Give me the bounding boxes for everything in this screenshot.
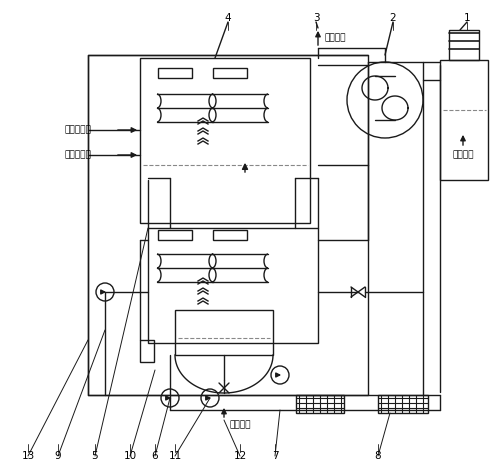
Bar xyxy=(158,68,192,78)
Text: 12: 12 xyxy=(234,451,247,461)
Text: 9: 9 xyxy=(55,451,61,461)
Bar xyxy=(88,55,368,395)
Bar xyxy=(296,395,344,413)
Bar xyxy=(440,60,488,180)
Bar xyxy=(175,310,273,355)
Text: 温水出口: 温水出口 xyxy=(324,33,346,42)
Text: 2: 2 xyxy=(390,13,396,23)
Bar xyxy=(140,340,154,362)
Bar xyxy=(449,30,479,60)
Text: 10: 10 xyxy=(123,451,137,461)
Bar xyxy=(140,58,310,223)
Text: 13: 13 xyxy=(21,451,34,461)
Text: 4: 4 xyxy=(225,13,232,23)
Bar xyxy=(213,68,247,78)
Text: 8: 8 xyxy=(375,451,381,461)
Text: 6: 6 xyxy=(152,451,158,461)
Text: 3: 3 xyxy=(313,13,319,23)
Bar xyxy=(378,395,428,413)
Bar xyxy=(213,230,247,240)
Text: 11: 11 xyxy=(168,451,182,461)
Bar xyxy=(148,228,318,343)
Text: 5: 5 xyxy=(92,451,98,461)
Text: 1: 1 xyxy=(464,13,471,23)
Text: 余热入口: 余热入口 xyxy=(229,421,251,430)
Text: 热源水出口: 热源水出口 xyxy=(64,125,91,135)
Text: 7: 7 xyxy=(271,451,278,461)
Bar xyxy=(158,230,192,240)
Text: 供热热量: 供热热量 xyxy=(452,151,474,160)
Text: 热源水入口: 热源水入口 xyxy=(64,151,91,160)
